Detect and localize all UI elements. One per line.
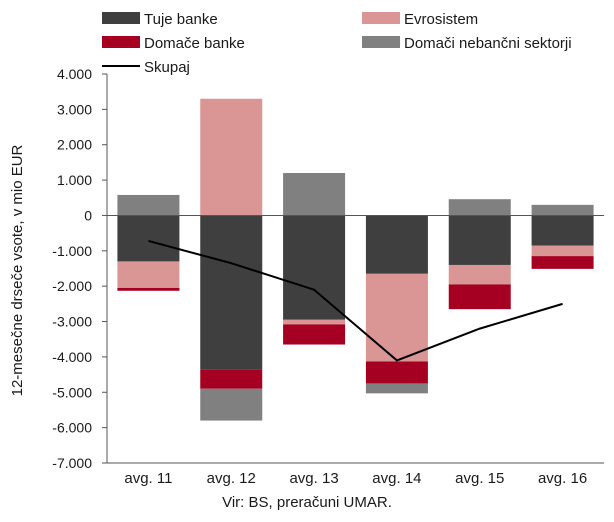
legend-label: Domači nebančni sektorji: [404, 35, 572, 52]
y-tick-label: 1.000: [57, 172, 92, 188]
bar-evrosistem: [200, 98, 263, 216]
y-tick-label: -3.000: [52, 314, 92, 330]
y-tick-label: -7.000: [52, 455, 92, 471]
bar-doma-i-neban-ni-sektorji: [200, 388, 263, 421]
bar-doma-e-banke: [117, 287, 180, 291]
y-tick-label: -5.000: [52, 384, 92, 400]
bar-doma-i-neban-ni-sektorji: [283, 173, 346, 216]
bar-evrosistem: [448, 264, 511, 285]
x-tick-label: avg. 15: [455, 470, 504, 487]
x-tick-label: avg. 12: [207, 470, 256, 487]
bar-chart: 4.000 3.000 2.000 1.000 0 -1.000 -2.000 -3.000 -…: [9, 11, 604, 487]
bar-doma-e-banke: [531, 256, 594, 269]
line-skupaj: [148, 239, 563, 362]
y-axis-title: 12-mesečne drseče vsote, v mio EUR: [9, 144, 26, 396]
bar-tuje-banke: [200, 215, 263, 370]
bar-tuje-banke: [283, 215, 346, 320]
bar-doma-i-neban-ni-sektorji: [531, 204, 594, 216]
y-tick-label: 2.000: [57, 137, 92, 153]
x-tick-label: avg. 13: [289, 470, 338, 487]
bar-doma-i-neban-ni-sektorji: [117, 194, 180, 216]
x-tick-label: avg. 14: [372, 470, 421, 487]
legend-swatch: [102, 36, 140, 48]
legend-swatch: [362, 12, 400, 24]
bar-evrosistem: [117, 261, 180, 288]
bar-evrosistem: [365, 273, 428, 362]
bar-tuje-banke: [448, 215, 511, 265]
bar-evrosistem: [283, 319, 346, 325]
bar-evrosistem: [531, 245, 594, 257]
y-tick-label: 4.000: [57, 66, 92, 82]
y-tick-label: -1.000: [52, 243, 92, 259]
y-tick-label: 3.000: [57, 101, 92, 117]
bar-tuje-banke: [531, 215, 594, 246]
bar-doma-e-banke: [283, 324, 346, 345]
y-tick-label: -2.000: [52, 278, 92, 294]
bar-doma-e-banke: [200, 369, 263, 389]
bar-tuje-banke: [117, 215, 180, 262]
bar-doma-i-neban-ni-sektorji: [448, 199, 511, 216]
y-tick-label: -4.000: [52, 349, 92, 365]
x-tick-label: avg. 16: [538, 470, 587, 487]
legend-swatch: [102, 12, 140, 24]
legend-label: Tuje banke: [144, 11, 218, 28]
y-tick-label: 0: [84, 207, 92, 223]
legend-label: Evrosistem: [404, 11, 478, 28]
bar-doma-e-banke: [448, 284, 511, 310]
bar-doma-e-banke: [365, 361, 428, 384]
legend-swatch: [362, 36, 400, 48]
bar-doma-i-neban-ni-sektorji: [365, 383, 428, 394]
bar-tuje-banke: [365, 215, 428, 274]
legend-label: Skupaj: [144, 59, 190, 76]
source-note: Vir: BS, preračuni UMAR.: [222, 494, 392, 511]
legend-label: Domače banke: [144, 35, 245, 52]
y-tick-label: -6.000: [52, 420, 92, 436]
x-tick-label: avg. 11: [124, 470, 172, 487]
